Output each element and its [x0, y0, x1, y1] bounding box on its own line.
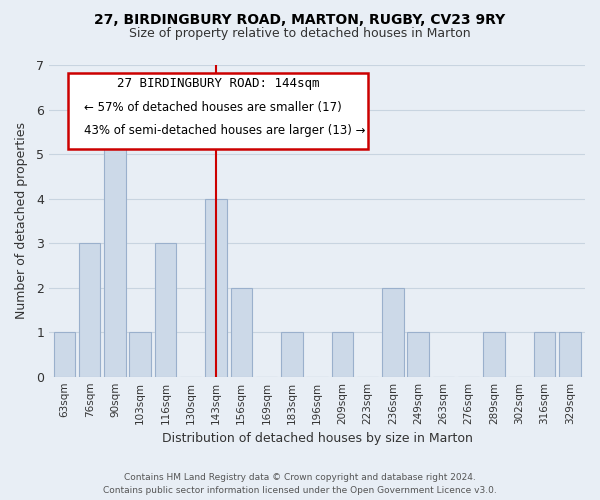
Bar: [155, 243, 176, 376]
Text: Contains HM Land Registry data © Crown copyright and database right 2024.
Contai: Contains HM Land Registry data © Crown c…: [103, 473, 497, 495]
X-axis label: Distribution of detached houses by size in Marton: Distribution of detached houses by size …: [161, 432, 473, 445]
Bar: [332, 332, 353, 376]
FancyBboxPatch shape: [68, 73, 368, 149]
Y-axis label: Number of detached properties: Number of detached properties: [15, 122, 28, 320]
Bar: [382, 288, 404, 376]
Bar: [104, 110, 125, 376]
Text: 27, BIRDINGBURY ROAD, MARTON, RUGBY, CV23 9RY: 27, BIRDINGBURY ROAD, MARTON, RUGBY, CV2…: [94, 12, 506, 26]
Bar: [230, 288, 252, 376]
Bar: [483, 332, 505, 376]
Bar: [130, 332, 151, 376]
Bar: [534, 332, 556, 376]
Bar: [559, 332, 581, 376]
Text: Size of property relative to detached houses in Marton: Size of property relative to detached ho…: [129, 28, 471, 40]
Text: 43% of semi-detached houses are larger (13) →: 43% of semi-detached houses are larger (…: [84, 124, 365, 137]
Bar: [79, 243, 100, 376]
Bar: [205, 198, 227, 376]
Bar: [53, 332, 75, 376]
Text: ← 57% of detached houses are smaller (17): ← 57% of detached houses are smaller (17…: [84, 101, 342, 114]
Text: 27 BIRDINGBURY ROAD: 144sqm: 27 BIRDINGBURY ROAD: 144sqm: [117, 78, 319, 90]
Bar: [281, 332, 302, 376]
Bar: [407, 332, 429, 376]
